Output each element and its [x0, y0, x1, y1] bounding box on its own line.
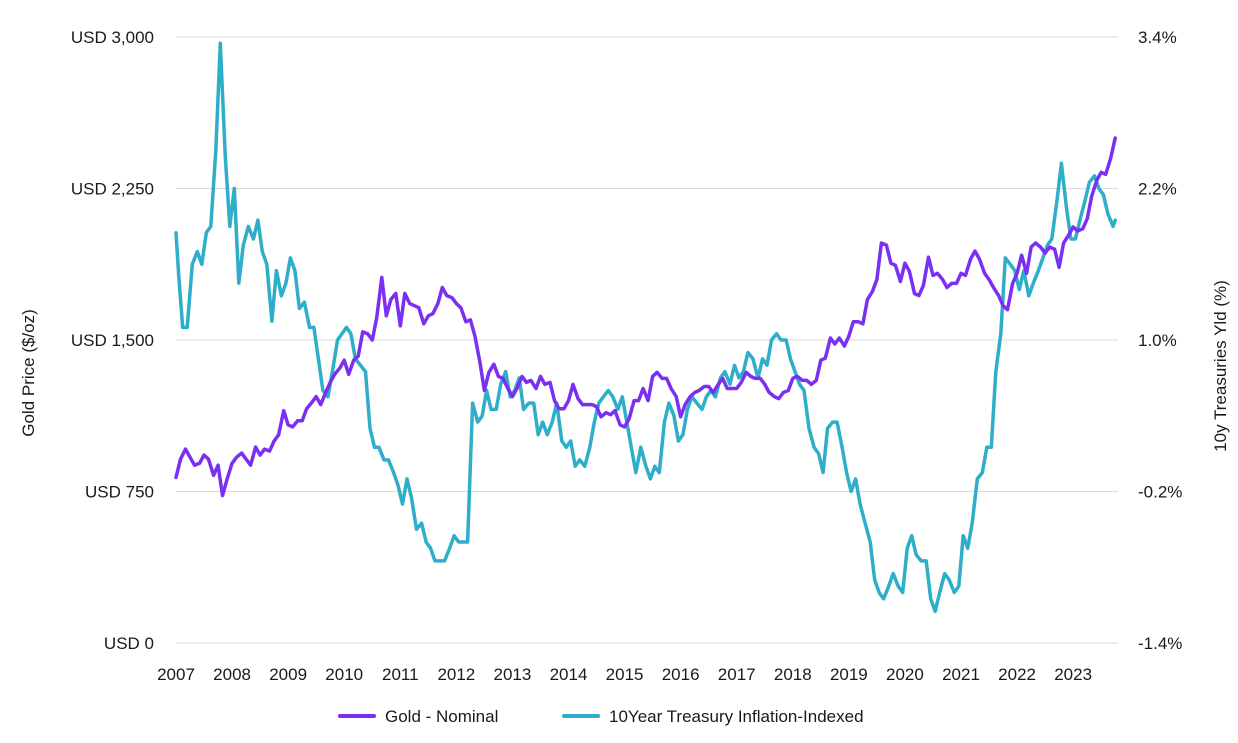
y-tick-label: USD 0	[104, 634, 154, 653]
y-tick-label: USD 3,000	[71, 28, 154, 47]
y-axis-title: Gold Price ($/oz)	[19, 309, 38, 437]
x-tick-label: 2011	[382, 665, 419, 684]
legend-label-tips: 10Year Treasury Inflation-Indexed	[609, 707, 864, 726]
series-line-tips	[174, 41, 1117, 614]
x-tick-label: 2014	[550, 665, 588, 684]
x-tick-label: 2013	[494, 665, 532, 684]
y2-tick-label: 1.0%	[1138, 331, 1177, 350]
x-tick-label: 2022	[998, 665, 1036, 684]
legend-label-gold: Gold - Nominal	[385, 707, 498, 726]
x-tick-label: 2012	[437, 665, 475, 684]
y-tick-label: USD 750	[85, 483, 154, 502]
y-tick-label: USD 1,500	[71, 331, 154, 350]
x-tick-label: 2020	[886, 665, 924, 684]
x-tick-label: 2019	[830, 665, 868, 684]
gridlines	[176, 36, 1118, 644]
y2-tick-label: 2.2%	[1138, 180, 1177, 199]
x-tick-label: 2008	[213, 665, 251, 684]
left-axis-ticks: USD 0 USD 750 USD 1,500 USD 2,250 USD 3,000	[71, 28, 154, 653]
x-tick-label: 2016	[662, 665, 700, 684]
y2-axis-title: 10y Treasuries Yld (%)	[1211, 280, 1230, 452]
x-tick-label: 2023	[1054, 665, 1092, 684]
right-axis-ticks: -1.4% -0.2% 1.0% 2.2% 3.4%	[1138, 28, 1182, 653]
x-tick-label: 2010	[325, 665, 363, 684]
x-axis-ticks: 2007 2008 2009 2010 2011 2012 2013 2014 2015 2016…	[157, 665, 1092, 684]
y2-tick-label: 3.4%	[1138, 28, 1177, 47]
x-tick-label: 2017	[718, 665, 756, 684]
x-tick-label: 2021	[942, 665, 980, 684]
y2-tick-label: -1.4%	[1138, 634, 1182, 653]
y-tick-label: USD 2,250	[71, 180, 154, 199]
y2-tick-label: -0.2%	[1138, 483, 1182, 502]
x-tick-label: 2007	[157, 665, 195, 684]
series-line-gold	[174, 136, 1117, 498]
x-tick-label: 2009	[269, 665, 307, 684]
x-tick-label: 2018	[774, 665, 812, 684]
series-lines	[174, 41, 1117, 614]
legend: Gold - Nominal 10Year Treasury Inflation…	[338, 707, 864, 726]
x-tick-label: 2015	[606, 665, 644, 684]
